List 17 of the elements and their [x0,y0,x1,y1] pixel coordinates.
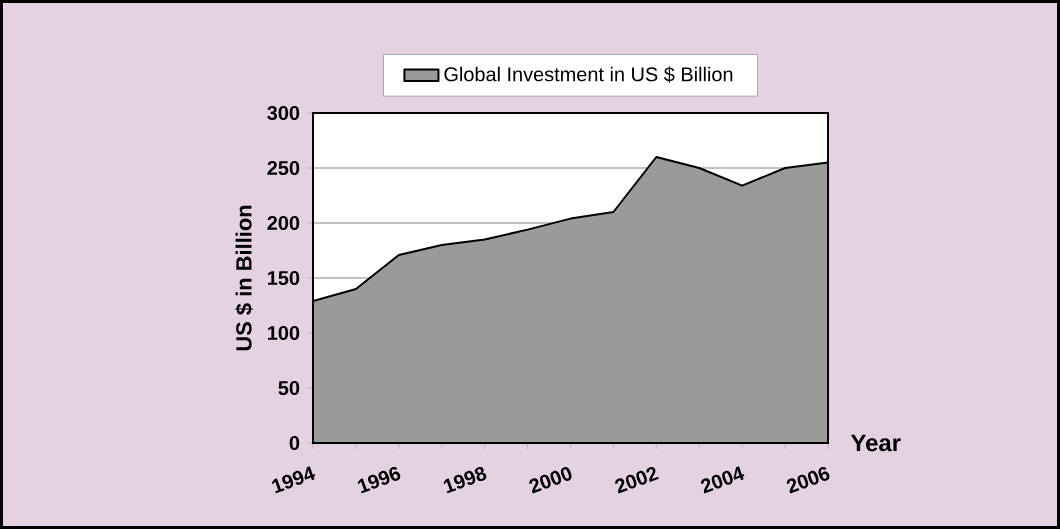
y-tick-label: 300 [267,105,300,121]
y-tick-label: 50 [278,380,300,396]
x-tick-label: 2000 [529,467,572,494]
y-axis-title: US $ in Billion [235,205,254,351]
x-axis-title: Year [850,434,901,452]
y-tick-label: 200 [267,215,300,231]
x-tick-label: 1998 [443,466,487,494]
y-tick-label: 0 [289,435,300,451]
y-tick-label: 150 [268,270,300,286]
x-tick-label: 1996 [357,466,401,494]
y-tick-label: 250 [267,160,300,176]
x-tick-label: 2006 [786,466,830,494]
legend-label: Global Investment in US $ Billion [444,66,733,83]
x-tick-label: 2004 [700,466,745,494]
y-tick-label: 100 [268,325,300,341]
x-tick-label: 2002 [615,466,659,494]
x-tick-label: 1994 [271,466,316,494]
